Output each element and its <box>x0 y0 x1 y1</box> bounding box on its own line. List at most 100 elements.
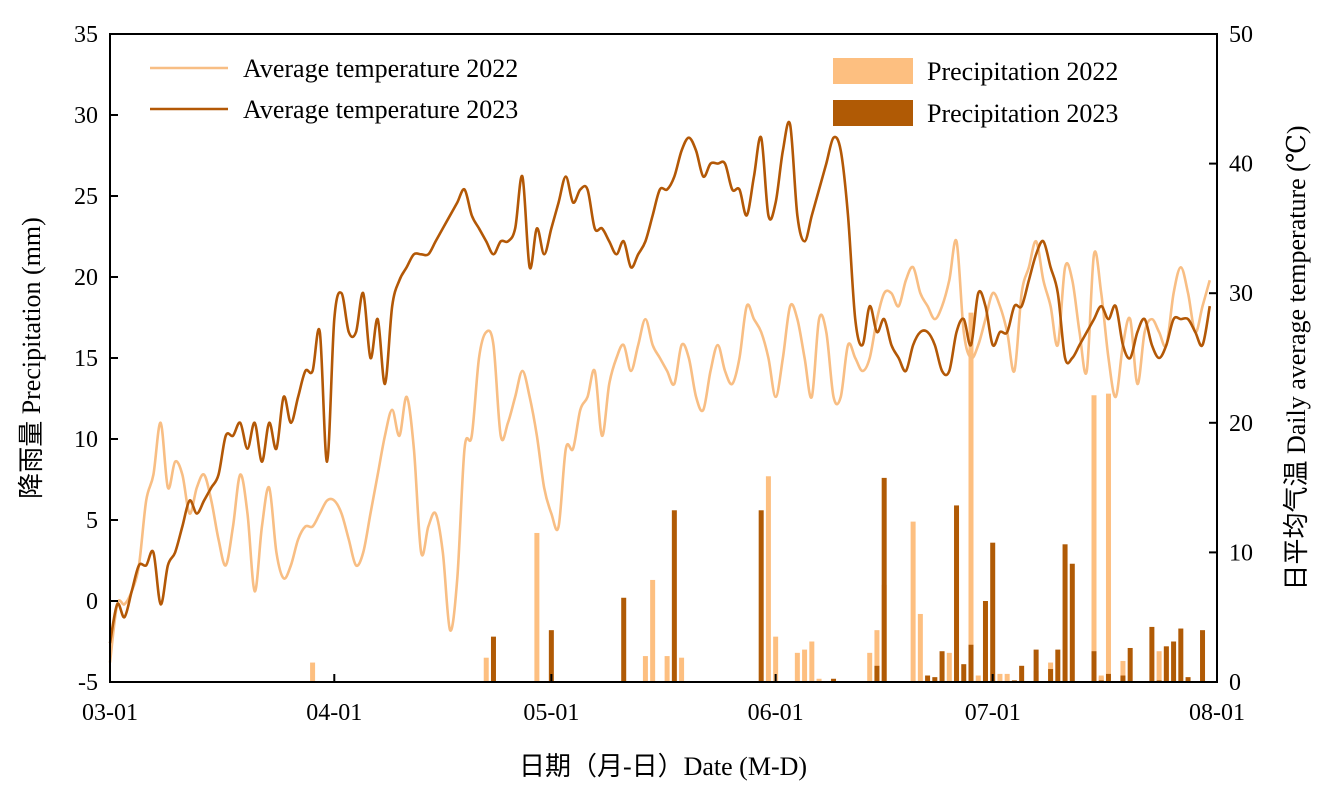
legend-bar-2022-swatch <box>833 58 913 84</box>
left-y-axis-title: 降雨量 Precipitation (mm) <box>17 217 46 499</box>
precipitation-2023-bar <box>1019 665 1025 682</box>
precipitation-2022-bar <box>809 641 815 682</box>
precipitation-2023-bar <box>1178 628 1184 682</box>
precipitation-2023-bar <box>1062 544 1068 682</box>
precipitation-2023-bar <box>1185 677 1191 682</box>
precipitation-2022-bar <box>1091 395 1097 682</box>
precipitation-2023-bar <box>758 510 764 682</box>
right-y-tick-label: 50 <box>1229 22 1253 48</box>
precipitation-2022-bar <box>1105 393 1111 682</box>
legend-bar-2022-label: Precipitation 2022 <box>927 57 1118 86</box>
precipitation-2022-bar <box>867 652 873 682</box>
precipitation-2023-bar <box>1171 641 1177 682</box>
precipitation-2022-bar <box>1098 675 1104 682</box>
right-y-axis: 50 40 30 20 10 0 <box>1209 22 1253 696</box>
right-y-tick-label: 40 <box>1229 152 1253 178</box>
left-y-tick-label: 15 <box>74 346 98 372</box>
precipitation-2023-bar <box>925 675 931 682</box>
precipitation-2023-bar <box>1091 651 1097 682</box>
precipitation-2023-bar <box>1048 669 1054 682</box>
left-y-tick-label: 25 <box>74 184 98 210</box>
precipitation-2023-bar <box>671 510 677 682</box>
right-y-tick-label: 0 <box>1229 670 1241 696</box>
precipitation-2022-bars <box>310 312 1169 682</box>
precipitation-2022-bar <box>874 630 880 682</box>
precipitation-2023-bar <box>1033 649 1039 682</box>
left-y-tick-label: 30 <box>74 103 98 129</box>
precipitation-2023-bars <box>490 477 1206 682</box>
legend-line-2023-label: Average temperature 2023 <box>243 95 518 124</box>
precipitation-2022-bar <box>968 312 974 682</box>
precipitation-2023-bar <box>1105 673 1111 682</box>
plot-frame <box>109 33 1218 683</box>
precipitation-2023-bar <box>548 630 554 682</box>
left-y-tick-label: -5 <box>78 670 98 696</box>
precipitation-2022-bar <box>310 662 316 682</box>
precipitation-2022-bar <box>946 652 952 682</box>
precipitation-2023-bar <box>874 665 880 682</box>
right-y-axis-title: 日平均气温 Daily average temperature (℃) <box>1282 125 1311 590</box>
precipitation-2022-bar <box>997 673 1003 682</box>
precipitation-2023-bar <box>881 477 887 682</box>
precipitation-2023-bar <box>990 542 996 682</box>
precipitation-2023-bar <box>961 664 967 682</box>
precipitation-2023-bar <box>621 597 627 682</box>
precipitation-2023-bar <box>1055 649 1061 682</box>
precipitation-2022-bar <box>765 476 771 682</box>
left-y-tick-label: 35 <box>74 22 98 48</box>
temperature-lines <box>108 120 1212 663</box>
legend-bars: Precipitation 2022 Precipitation 2023 <box>833 57 1118 128</box>
precipitation-2023-bar <box>1163 646 1169 682</box>
precipitation-2023-bar <box>982 601 988 682</box>
legend-bar-2023-label: Precipitation 2023 <box>927 99 1118 128</box>
precipitation-2023-bar <box>1149 626 1155 682</box>
precipitation-2023-bar <box>1120 675 1126 682</box>
temperature-2023-line <box>108 120 1212 644</box>
left-y-tick-label: 0 <box>86 589 98 615</box>
left-y-axis: 35 30 25 20 15 10 5 0 -5 <box>74 22 118 696</box>
right-y-tick-label: 20 <box>1229 411 1253 437</box>
right-y-tick-label: 10 <box>1229 540 1253 566</box>
precipitation-2022-bar <box>910 521 916 682</box>
precipitation-2022-bar <box>679 657 685 682</box>
precipitation-2022-bar <box>802 649 808 682</box>
precipitation-2022-bar <box>816 678 822 682</box>
precipitation-2022-bar <box>642 656 648 682</box>
precipitation-2022-bar <box>534 532 540 682</box>
left-y-tick-label: 20 <box>74 265 98 291</box>
x-axis: 03-01 04-01 05-01 06-01 07-01 08-01 <box>82 674 1245 726</box>
precipitation-2022-bar <box>1004 673 1010 682</box>
legend-line-2022-label: Average temperature 2022 <box>243 54 518 83</box>
precipitation-2022-bar <box>917 613 923 682</box>
precipitation-2022-bar <box>794 652 800 682</box>
precipitation-2022-bar <box>483 657 489 682</box>
precipitation-2023-bar <box>1127 647 1133 682</box>
x-tick-label: 07-01 <box>965 700 1021 726</box>
temperature-2022-line <box>108 238 1212 663</box>
precipitation-2022-bar <box>664 656 670 682</box>
x-tick-label: 04-01 <box>306 700 362 726</box>
precipitation-2023-bar <box>490 636 496 682</box>
left-y-tick-label: 10 <box>74 427 98 453</box>
precipitation-2023-bar <box>939 651 945 682</box>
precipitation-2023-bar <box>932 677 938 682</box>
left-y-tick-label: 5 <box>86 508 98 534</box>
x-tick-label: 03-01 <box>82 700 138 726</box>
legend-bar-2023-swatch <box>833 100 913 126</box>
precipitation-2022-bar <box>773 636 779 682</box>
precipitation-2022-bar <box>650 579 656 682</box>
x-tick-label: 05-01 <box>523 700 579 726</box>
precipitation-2023-bar <box>968 644 974 682</box>
precipitation-2023-bar <box>831 678 837 682</box>
legend-lines: Average temperature 2022 Average tempera… <box>150 54 518 124</box>
x-tick-label: 08-01 <box>1189 700 1245 726</box>
precipitation-2022-bar <box>975 675 981 682</box>
precipitation-2022-bar <box>1156 651 1162 682</box>
x-tick-label: 06-01 <box>748 700 804 726</box>
precipitation-2023-bar <box>1069 563 1075 682</box>
right-y-tick-label: 30 <box>1229 281 1253 307</box>
precipitation-2023-bar <box>1200 630 1206 682</box>
x-axis-title: 日期（月-日）Date (M-D) <box>519 752 807 781</box>
precipitation-2022-bar <box>1120 660 1126 682</box>
